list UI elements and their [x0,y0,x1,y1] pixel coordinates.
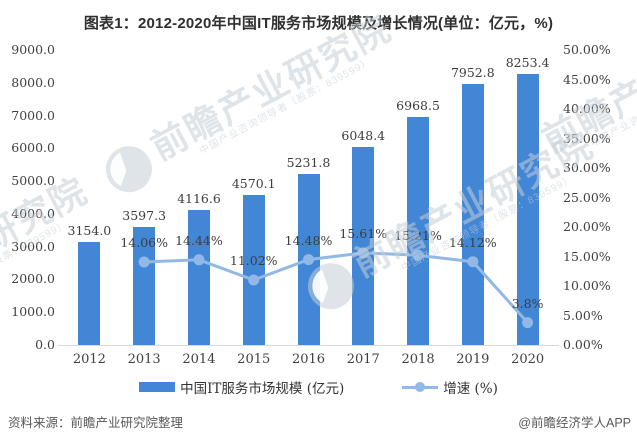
y-axis-left-tick: 4000.0 [11,205,55,221]
growth-value-label: 14.44% [175,232,223,248]
y-axis-left-tick: 6000.0 [11,140,55,156]
bar-value-label: 3597.3 [122,208,167,224]
x-axis-label: 2017 [346,352,380,367]
y-axis-left-tick: 5000.0 [11,173,55,189]
y-axis-left-tick: 8000.0 [11,74,55,90]
brand-note: @前瞻经济学人APP [518,416,631,430]
growth-value-label: 3.8% [511,295,544,311]
y-axis-left-tick: 1000.0 [11,304,55,320]
bar-value-label: 4570.1 [231,176,276,192]
y-axis-right-tick: 10.00% [563,278,611,293]
x-axis-label: 2013 [127,352,161,367]
line-marker-2014 [193,254,205,266]
legend-item-growth-rate: 增速 (%) [402,377,498,397]
y-axis-right-tick: 0.00% [563,337,603,352]
y-axis-right-tick: 20.00% [563,219,611,234]
line-series-swatch [402,381,439,393]
line-marker-2016 [303,254,314,266]
bar-2018 [407,116,430,345]
x-axis-label: 2020 [511,352,545,367]
y-axis-right-tick: 25.00% [563,189,611,205]
growth-line-layer [138,247,534,329]
bar-2014 [187,210,210,345]
y-axis-right-tick: 5.00% [563,307,603,323]
bar-value-label: 7952.8 [450,65,495,81]
growth-value-label: 11.02% [229,252,278,268]
line-marker-2015 [248,274,260,286]
bar-value-label: 6048.4 [341,127,386,143]
y-axis-left-tick: 2000.0 [11,271,55,287]
line-marker-2017 [357,247,369,259]
x-axis-line [58,345,559,346]
legend-label: 中国IT服务市场规模 (亿元) [180,381,345,397]
bar-2020 [516,74,539,345]
bar-value-label: 5231.8 [286,154,331,170]
x-axis-label: 2012 [72,352,106,367]
bar-2019 [461,84,484,345]
growth-value-label: 14.12% [448,234,497,250]
footer: 资料来源：前瞻产业研究院整理 @前瞻经济学人APP [0,408,637,434]
y-axis-right-tick: 50.00% [563,42,611,57]
bar-value-label: 8253.4 [505,55,550,71]
bar-value-label: 3154.0 [67,222,112,238]
bar-2015 [242,195,265,345]
source-note: 资料来源：前瞻产业研究院整理 [8,416,184,430]
y-axis-left-tick: 7000.0 [11,107,55,123]
y-axis-right-tick: 30.00% [563,160,611,175]
y-axis-right-tick: 15.00% [563,248,611,264]
line-marker-2013 [138,256,150,268]
x-axis-label: 2018 [401,352,435,367]
x-axis-label: 2019 [456,352,490,367]
x-axis-label: 2015 [237,352,271,367]
growth-value-label: 15.21% [394,228,442,244]
line-marker-2018 [412,249,424,261]
legend: 中国IT服务市场规模 (亿元) 增速 (%) [0,377,637,397]
plot-area: 3154.0 3597.3 4116.6 4570.1 5231.8 6048.4 6968… [62,50,555,345]
line-marker-2020 [522,317,534,329]
bar-value-label: 6968.5 [396,97,440,113]
bar-value-label: 4116.6 [177,191,221,207]
y-axis-left-tick: 0.0 [35,337,55,352]
bar-2012 [78,241,101,345]
bar-2013 [133,227,156,345]
line-marker-2019 [467,256,479,268]
growth-value-label: 15.61% [339,225,388,241]
y-axis-right-tick: 35.00% [563,130,611,146]
growth-line [144,251,529,324]
growth-value-label: 14.06% [120,235,168,251]
x-axis-label: 2014 [182,352,216,367]
bar-2017 [352,146,375,345]
legend-label: 增速 (%) [443,381,498,397]
y-axis-left-tick: 9000.0 [11,42,55,57]
y-axis-left-tick: 3000.0 [11,238,55,254]
chart-title: 图表1：2012-2020年中国IT服务市场规模及增长情况(单位：亿元，%) [83,15,554,32]
y-axis-right-tick: 40.00% [563,101,611,116]
growth-value-label: 14.48% [284,232,333,248]
legend-item-market-size: 中国IT服务市场规模 (亿元) [139,377,344,397]
bar-series-swatch [139,382,176,392]
x-axis-label: 2016 [291,352,326,367]
y-axis-right-tick: 45.00% [563,71,611,87]
